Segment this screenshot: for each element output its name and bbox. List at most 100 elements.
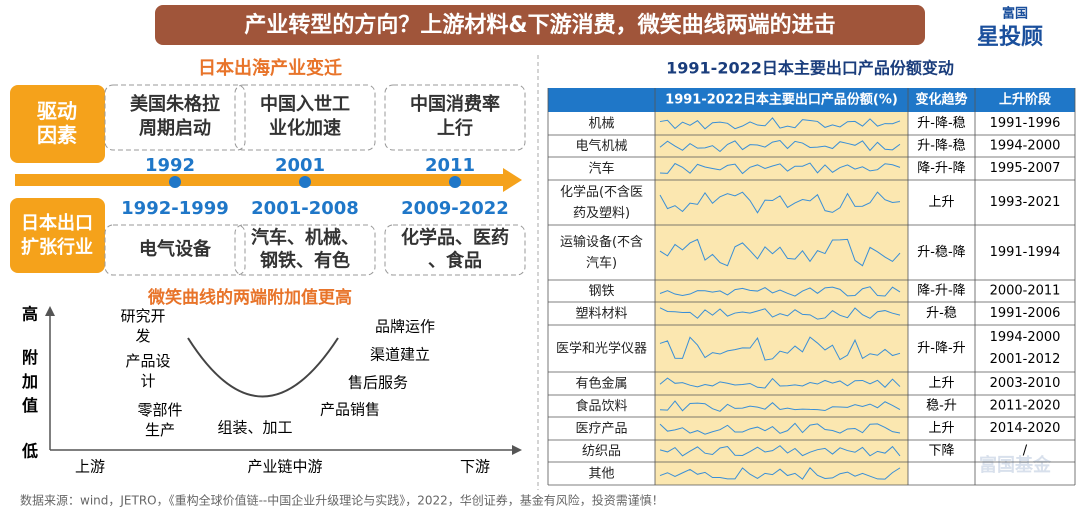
sparkline [659, 336, 901, 361]
sparkline [659, 467, 901, 480]
row-stage: 2011-2020 [990, 399, 1061, 414]
row-trend: 升-降-升 [917, 341, 965, 356]
row-trend: 升-降-稳 [917, 138, 965, 154]
row-stage: 1991-2006 [990, 306, 1061, 321]
row-name: 化学品(不含医药及塑料) [560, 184, 643, 221]
row-name: 电气机械 [575, 138, 627, 154]
row-trend: 下降 [928, 444, 954, 459]
driver-box [384, 84, 526, 151]
sparkline [659, 307, 901, 320]
sparkline [659, 139, 901, 153]
sparkline [659, 422, 901, 435]
left-item: 产品设计 [125, 352, 170, 390]
axis-arrow [45, 306, 55, 316]
row-name: 纺织品 [582, 444, 621, 459]
chart-column [655, 112, 908, 485]
industry-text: 电气设备 [139, 238, 212, 260]
row-stage: 1994-2000 [990, 139, 1061, 154]
row-trend: 升-降-稳 [917, 115, 965, 131]
right-item: 产品销售 [320, 401, 380, 419]
table-header [548, 88, 1075, 112]
smile-title: 微笑曲线的两端附加值更高 [147, 287, 352, 308]
right-item: 渠道建立 [370, 346, 430, 364]
row-stage: 1991-1994 [990, 245, 1061, 260]
row-name: 塑料材料 [575, 306, 627, 321]
left-title: 日本出海产业变迁 [198, 57, 342, 79]
year: 2011 [425, 155, 475, 176]
row-trend: 升-稳-降 [917, 244, 965, 260]
sparkline [659, 445, 901, 457]
y-high: 高 [22, 305, 38, 324]
watermark: 富国基金 [979, 454, 1052, 476]
row-name: 钢铁 [588, 284, 614, 299]
logo-main: 星投顾 [977, 25, 1043, 50]
row-trend: 上升 [928, 376, 954, 391]
axis-arrow [512, 445, 522, 455]
row-stage: 1995-2007 [990, 161, 1061, 176]
period: 1992-1999 [121, 198, 229, 219]
table-title: 1991-2022日本主要出口产品份额变动 [666, 59, 954, 78]
timeline-arrow [503, 168, 522, 192]
timeline-dot [449, 176, 461, 188]
year: 2001 [275, 155, 325, 176]
row-trend: 稳-升 [926, 398, 957, 414]
right-item: 售后服务 [348, 374, 408, 392]
sparkline [659, 377, 901, 389]
sparkline [659, 238, 901, 267]
row-name: 有色金属 [575, 375, 627, 391]
driver-box [234, 84, 376, 151]
left-item: 零部件生产 [137, 401, 182, 439]
row-name: 食品饮料 [575, 398, 627, 414]
period: 2009-2022 [401, 198, 509, 219]
column-header: 1991-2022日本主要出口产品份额(%) [665, 92, 898, 108]
page-title: 产业转型的方向？上游材料&下游消费，微笑曲线两端的进击 [244, 12, 835, 38]
sparkline [659, 400, 901, 412]
timeline-dot [299, 176, 311, 188]
industry-text: 汽车、机械、钢铁、有色 [251, 227, 359, 272]
row-name: 医疗产品 [575, 421, 627, 436]
row-stage: / [1023, 444, 1028, 459]
y-label: 附加值 [21, 348, 38, 415]
industry-box [234, 224, 376, 276]
right-item: 品牌运作 [375, 318, 435, 336]
sparkline [659, 117, 901, 130]
driver-text: 美国朱格拉周期启动 [130, 93, 220, 139]
row-trend: 升-稳 [926, 305, 957, 321]
row-stage: 1993-2021 [990, 195, 1061, 210]
label-box [10, 85, 105, 163]
drivers-label: 驱动因素 [37, 99, 77, 147]
driver-box [104, 84, 246, 151]
industries-label: 日本出口扩张行业 [21, 212, 93, 258]
row-stage: 2014-2020 [990, 421, 1061, 436]
x-right: 下游 [460, 458, 490, 476]
sparkline [659, 162, 901, 175]
row-name: 其他 [588, 466, 614, 481]
row-name: 机械 [588, 116, 614, 131]
year: 1992 [145, 155, 195, 176]
row-name: 汽车 [588, 160, 614, 176]
sparkline [659, 191, 901, 214]
industry-box [104, 224, 246, 276]
industry-box [384, 224, 526, 276]
row-stage: 1994-2000 [990, 330, 1061, 345]
y-low: 低 [21, 442, 38, 461]
logo-top: 富国 [1002, 6, 1028, 22]
driver-text: 中国消费率上行 [410, 93, 500, 139]
x-left: 上游 [75, 458, 105, 476]
row-stage: 2003-2010 [990, 376, 1061, 391]
industry-text: 化学品、医药、食品 [401, 227, 509, 272]
smile-curve [187, 337, 339, 398]
x-mid: 产业链中游 [247, 458, 322, 476]
row-trend: 降-升-降 [917, 161, 965, 176]
left-item: 研究开发 [120, 307, 165, 345]
row-stage: 1991-1996 [990, 116, 1061, 131]
row-trend: 上升 [928, 195, 954, 210]
period: 2001-2008 [251, 198, 359, 219]
row-trend: 降-升-降 [917, 284, 965, 299]
row-stage: 2000-2011 [990, 284, 1061, 299]
column-header: 变化趋势 [915, 92, 967, 108]
sparkline [659, 286, 901, 297]
driver-text: 中国入世工业化加速 [260, 93, 350, 139]
timeline-dot [169, 176, 181, 188]
